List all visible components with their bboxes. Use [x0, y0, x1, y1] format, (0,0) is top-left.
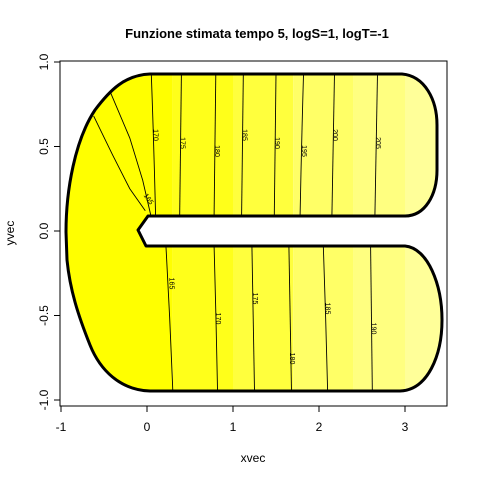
upper-contour-label-190: 190 [273, 137, 280, 149]
upper-contour-180 [213, 74, 217, 217]
x-tick-label-2: 1 [230, 420, 237, 434]
lower-contour-label-175: 175 [251, 293, 258, 305]
upper-contour-175 [179, 74, 182, 217]
left-contour-0 [93, 115, 146, 211]
upper-contour-190 [273, 74, 277, 217]
upper-contour-170 [150, 74, 157, 217]
x-axis: -1 0 1 2 3 [56, 406, 409, 434]
y-tick-label-4: 1.0 [37, 53, 51, 70]
fill-band-2 [233, 74, 294, 391]
fill-band-0 [66, 74, 173, 391]
y-tick-label-2: 0.0 [37, 222, 51, 239]
upper-contour-label-200: 200 [331, 129, 338, 141]
fill-band-1 [172, 74, 233, 391]
fill-band-4 [353, 74, 405, 391]
lower-contour-label-170: 170 [214, 313, 221, 325]
x-tick-label-0: -1 [56, 420, 67, 434]
domain-boundary [64, 72, 444, 393]
x-tick-label-4: 3 [402, 420, 409, 434]
y-tick-label-3: 0.5 [37, 138, 51, 155]
left-contour-1 [107, 87, 152, 218]
upper-contour-label-195: 195 [300, 145, 307, 157]
contour-lines [93, 74, 378, 391]
lower-contour-175 [251, 245, 255, 391]
lower-contour-170 [213, 245, 218, 391]
y-tick-label-0: -1.0 [37, 389, 51, 410]
chart-title: Funzione stimata tempo 5, logS=1, logT=-… [125, 26, 389, 41]
lower-contour-label-185: 185 [323, 303, 330, 315]
lower-contour-label-190: 190 [369, 323, 376, 335]
upper-contour-label-180: 180 [213, 145, 220, 157]
y-axis-label: yvec [3, 221, 17, 246]
upper-contour-label-170: 170 [151, 129, 158, 141]
x-axis-label: xvec [241, 451, 266, 465]
fill-band-5 [405, 74, 442, 391]
upper-contour-label-205: 205 [374, 137, 381, 149]
upper-contour-label-175: 175 [179, 137, 186, 149]
x-tick-label-3: 2 [316, 420, 323, 434]
x-tick-label-1: 0 [144, 420, 151, 434]
y-tick-label-1: -0.5 [37, 305, 51, 326]
upper-contour-195 [299, 74, 304, 217]
lower-contour-180 [288, 245, 292, 391]
upper-contour-185 [241, 74, 244, 217]
lower-contour-165 [165, 245, 174, 391]
y-axis: -1.0 -0.5 0.0 0.5 1.0 [37, 53, 60, 410]
contour-labels: 170 175 180 185 190 195 200 205 165 170 175 180 185 1… [142, 129, 381, 365]
plot-frame [59, 60, 448, 407]
lower-contour-label-180: 180 [288, 353, 295, 365]
lower-contour-190 [370, 245, 373, 391]
upper-contour-200 [331, 74, 335, 217]
lower-contour-185 [322, 245, 329, 391]
upper-contour-label-185: 185 [240, 129, 247, 141]
upper-contour-205 [374, 74, 378, 217]
lower-contour-label-165: 165 [167, 278, 174, 290]
